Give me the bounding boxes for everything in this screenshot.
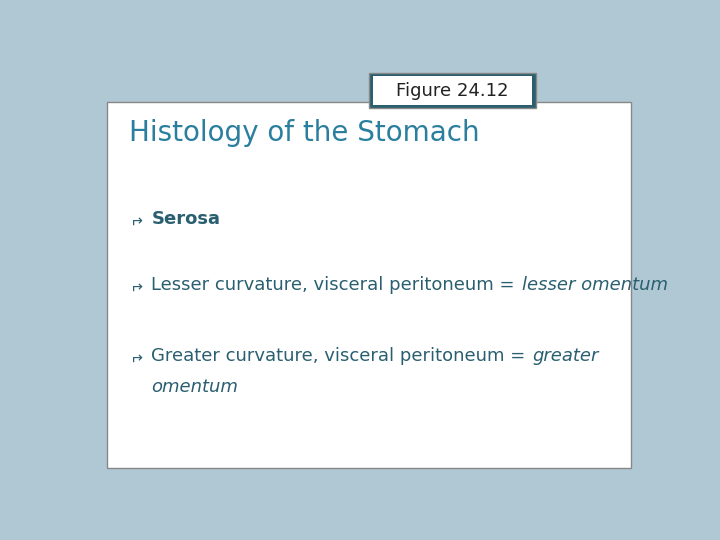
Text: Greater curvature, visceral peritoneum =: Greater curvature, visceral peritoneum = [151,347,531,365]
FancyBboxPatch shape [107,102,631,468]
Text: lesser omentum: lesser omentum [522,276,667,294]
Text: Lesser curvature, visceral peritoneum =: Lesser curvature, visceral peritoneum = [151,276,521,294]
Text: omentum: omentum [151,378,238,396]
Text: greater: greater [533,347,599,365]
Text: Histology of the Stomach: Histology of the Stomach [129,119,480,147]
Text: Serosa: Serosa [151,210,220,228]
FancyBboxPatch shape [369,73,536,109]
Text: ↵: ↵ [129,348,142,363]
Text: Figure 24.12: Figure 24.12 [397,82,509,100]
FancyBboxPatch shape [374,77,532,105]
Text: ↵: ↵ [129,211,142,226]
Text: ↵: ↵ [129,278,142,293]
